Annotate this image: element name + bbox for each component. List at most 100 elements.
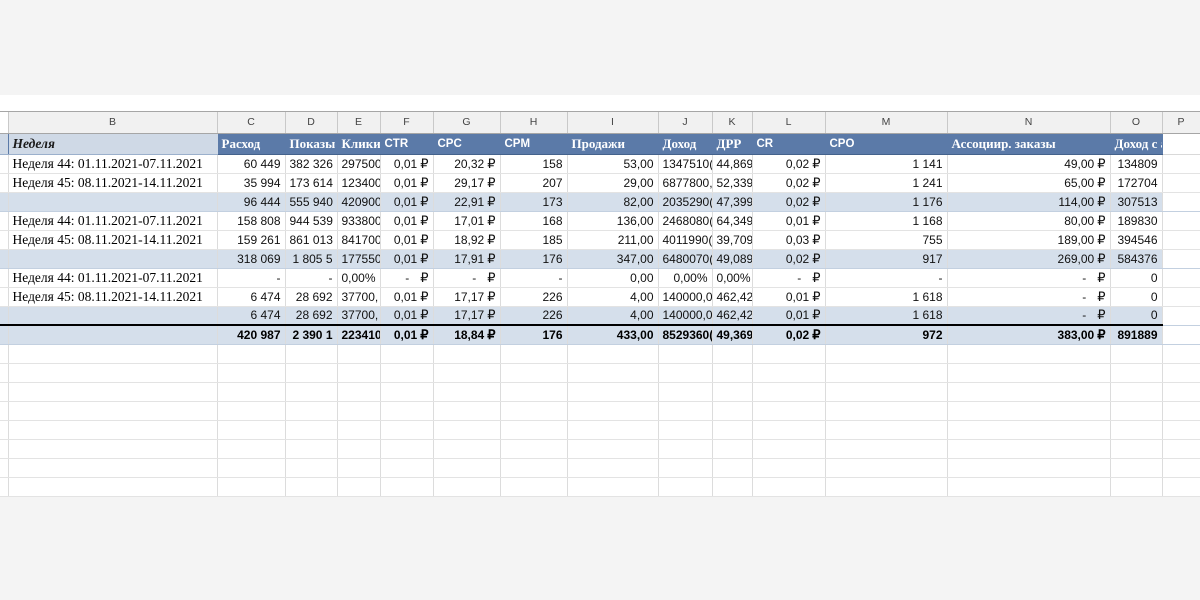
cell-cpm[interactable]: 226 xyxy=(500,287,568,307)
empty-cell[interactable] xyxy=(380,458,434,478)
empty-cell[interactable] xyxy=(217,382,286,402)
empty-cell[interactable] xyxy=(658,420,713,440)
cell-cr[interactable]: - ₽ xyxy=(752,268,826,288)
cell-drr[interactable]: 39,709 xyxy=(712,230,753,250)
empty-cell[interactable] xyxy=(380,344,434,364)
cell-kliki[interactable]: 0,00% xyxy=(337,268,381,288)
empty-cell[interactable] xyxy=(433,477,501,497)
table-row[interactable]: Неделя 45: 08.11.2021-14.11.2021 6 474 28 … xyxy=(0,287,1200,307)
empty-cell[interactable] xyxy=(0,439,9,459)
cell-kliki[interactable]: 37700, xyxy=(337,287,381,307)
cell-cr[interactable]: 0,02 ₽ xyxy=(752,173,826,193)
cell-assoc[interactable]: 383,00 ₽ xyxy=(947,324,1111,345)
cell-cr[interactable]: 0,01 ₽ xyxy=(752,211,826,231)
cell-empty-p[interactable] xyxy=(1162,287,1200,307)
empty-cell[interactable] xyxy=(947,420,1111,440)
cell-cpo[interactable]: 1 618 xyxy=(825,306,948,326)
cell-rashod[interactable]: 60 449 xyxy=(217,154,286,174)
cell-kliki[interactable]: 37700, xyxy=(337,306,381,326)
empty-cell[interactable] xyxy=(1162,477,1200,497)
cell-dohod[interactable]: 140000,0 xyxy=(658,287,713,307)
cell-drr[interactable]: 49,369 xyxy=(712,324,753,345)
empty-cell[interactable] xyxy=(1162,458,1200,478)
table-row[interactable]: Неделя 44: 01.11.2021-07.11.2021- -0,00% -… xyxy=(0,268,1200,288)
empty-cell[interactable] xyxy=(500,458,568,478)
empty-cell[interactable] xyxy=(658,458,713,478)
empty-cell[interactable] xyxy=(1110,401,1163,421)
empty-cell[interactable] xyxy=(658,363,713,383)
column-header-i[interactable]: I xyxy=(567,112,659,134)
cell-rashod[interactable]: 6 474 xyxy=(217,306,286,326)
cell-rashod[interactable]: 96 444 xyxy=(217,192,286,212)
cell-cpc[interactable]: 17,17 ₽ xyxy=(433,287,501,307)
empty-cell[interactable] xyxy=(1110,344,1163,364)
empty-cell[interactable] xyxy=(947,401,1111,421)
cell-cpm[interactable]: 168 xyxy=(500,211,568,231)
column-header-d[interactable]: D xyxy=(285,112,338,134)
empty-cell[interactable] xyxy=(1162,344,1200,364)
empty-cell[interactable] xyxy=(947,439,1111,459)
empty-cell[interactable] xyxy=(0,477,9,497)
empty-cell[interactable] xyxy=(285,439,338,459)
cell-rashod[interactable]: 420 987 xyxy=(217,324,286,345)
empty-cell[interactable] xyxy=(567,477,659,497)
field-header-pokazy[interactable]: Показы xyxy=(285,133,338,155)
empty-cell[interactable] xyxy=(567,439,659,459)
empty-cell[interactable] xyxy=(658,344,713,364)
empty-row[interactable] xyxy=(0,401,1200,421)
empty-cell[interactable] xyxy=(8,363,218,383)
cell-dohod[interactable]: 8529360( xyxy=(658,324,713,345)
cell-rashod[interactable]: 159 261 xyxy=(217,230,286,250)
cell-week-label[interactable] xyxy=(8,324,218,345)
cell-cpm[interactable]: - xyxy=(500,268,568,288)
cell-ctr[interactable]: 0,01 ₽ xyxy=(380,287,434,307)
cell-assoc[interactable]: 114,00 ₽ xyxy=(947,192,1111,212)
empty-cell[interactable] xyxy=(380,477,434,497)
empty-cell[interactable] xyxy=(0,401,9,421)
cell-cr[interactable]: 0,01 ₽ xyxy=(752,306,826,326)
cell-cpm[interactable]: 173 xyxy=(500,192,568,212)
empty-cell[interactable] xyxy=(825,477,948,497)
empty-cell[interactable] xyxy=(217,439,286,459)
cell-cpc[interactable]: - ₽ xyxy=(433,268,501,288)
cell-cr[interactable]: 0,01 ₽ xyxy=(752,287,826,307)
cell-drr[interactable]: 462,42 xyxy=(712,287,753,307)
cell-dohod-assoc[interactable]: 394546 xyxy=(1110,230,1163,250)
table-row[interactable]: 96 444 555 940 420900 0,01 ₽22,91 ₽173 82,00 20… xyxy=(0,192,1200,212)
empty-cell[interactable] xyxy=(567,363,659,383)
empty-cell[interactable] xyxy=(217,420,286,440)
cell-drr[interactable]: 52,339 xyxy=(712,173,753,193)
empty-cell[interactable] xyxy=(567,382,659,402)
empty-cell[interactable] xyxy=(947,458,1111,478)
empty-cell[interactable] xyxy=(1162,382,1200,402)
column-header-g[interactable]: G xyxy=(433,112,501,134)
cell-ctr[interactable]: 0,01 ₽ xyxy=(380,306,434,326)
empty-cell[interactable] xyxy=(433,401,501,421)
field-header-prodazhi[interactable]: Продажи xyxy=(567,133,659,155)
cell-empty-p[interactable] xyxy=(1162,324,1200,345)
cell-week-label[interactable] xyxy=(8,192,218,212)
empty-cell[interactable] xyxy=(8,439,218,459)
cell-dohod[interactable]: 2468080( xyxy=(658,211,713,231)
cell-dohod-assoc[interactable]: 307513 xyxy=(1110,192,1163,212)
empty-cell[interactable] xyxy=(500,477,568,497)
field-header-empty-p[interactable] xyxy=(1162,133,1200,155)
empty-cell[interactable] xyxy=(712,458,753,478)
cell-kliki[interactable]: 420900 xyxy=(337,192,381,212)
empty-cell[interactable] xyxy=(825,420,948,440)
cell-assoc[interactable]: 269,00 ₽ xyxy=(947,249,1111,269)
cell-cpm[interactable]: 176 xyxy=(500,249,568,269)
cell-dohod[interactable]: 2035290( xyxy=(658,192,713,212)
cell-drr[interactable]: 0,00% xyxy=(712,268,753,288)
cell-prodazhi[interactable]: 82,00 xyxy=(567,192,659,212)
empty-cell[interactable] xyxy=(285,477,338,497)
table-row[interactable]: Неделя 45: 08.11.2021-14.11.2021 159 261 8… xyxy=(0,230,1200,250)
empty-row[interactable] xyxy=(0,363,1200,383)
cell-cr[interactable]: 0,02 ₽ xyxy=(752,154,826,174)
cell-assoc[interactable]: 80,00 ₽ xyxy=(947,211,1111,231)
cell-dohod-assoc[interactable]: 0 xyxy=(1110,268,1163,288)
empty-cell[interactable] xyxy=(217,458,286,478)
empty-cell[interactable] xyxy=(658,382,713,402)
empty-cell[interactable] xyxy=(380,420,434,440)
